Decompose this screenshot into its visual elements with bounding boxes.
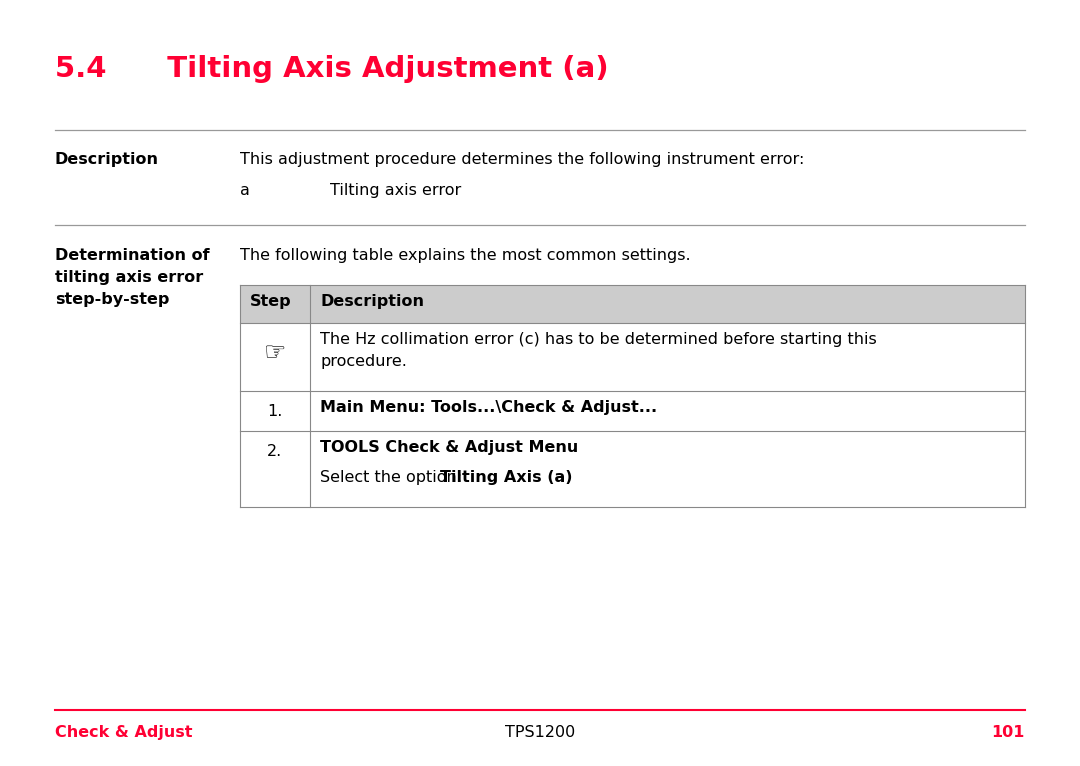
Text: Determination of: Determination of — [55, 248, 210, 263]
Text: Tilting axis error: Tilting axis error — [330, 183, 461, 198]
Text: 2.: 2. — [268, 444, 283, 459]
Text: a: a — [240, 183, 249, 198]
Text: tilting axis error: tilting axis error — [55, 270, 203, 285]
Text: TOOLS Check & Adjust Menu: TOOLS Check & Adjust Menu — [320, 440, 578, 455]
Text: TPS1200: TPS1200 — [504, 725, 576, 740]
Text: 5.4      Tilting Axis Adjustment (a): 5.4 Tilting Axis Adjustment (a) — [55, 55, 609, 83]
Text: 101: 101 — [991, 725, 1025, 740]
Text: step-by-step: step-by-step — [55, 292, 170, 307]
Text: Description: Description — [320, 294, 424, 309]
Text: Description: Description — [55, 152, 159, 167]
Text: Main Menu: Tools...\Check & Adjust...: Main Menu: Tools...\Check & Adjust... — [320, 400, 657, 415]
Text: This adjustment procedure determines the following instrument error:: This adjustment procedure determines the… — [240, 152, 805, 167]
Text: ☞: ☞ — [264, 341, 286, 365]
Text: Select the option:: Select the option: — [320, 470, 468, 485]
Text: Tilting Axis (a): Tilting Axis (a) — [440, 470, 572, 485]
Text: The Hz collimation error (c) has to be determined before starting this: The Hz collimation error (c) has to be d… — [320, 332, 877, 347]
Text: 1.: 1. — [268, 404, 283, 418]
Text: Check & Adjust: Check & Adjust — [55, 725, 192, 740]
Bar — [240, 431, 1025, 507]
Text: The following table explains the most common settings.: The following table explains the most co… — [240, 248, 690, 263]
Bar — [240, 285, 1025, 323]
Text: procedure.: procedure. — [320, 354, 407, 369]
Bar — [240, 391, 1025, 431]
Text: Step: Step — [249, 294, 292, 309]
Bar — [240, 323, 1025, 391]
